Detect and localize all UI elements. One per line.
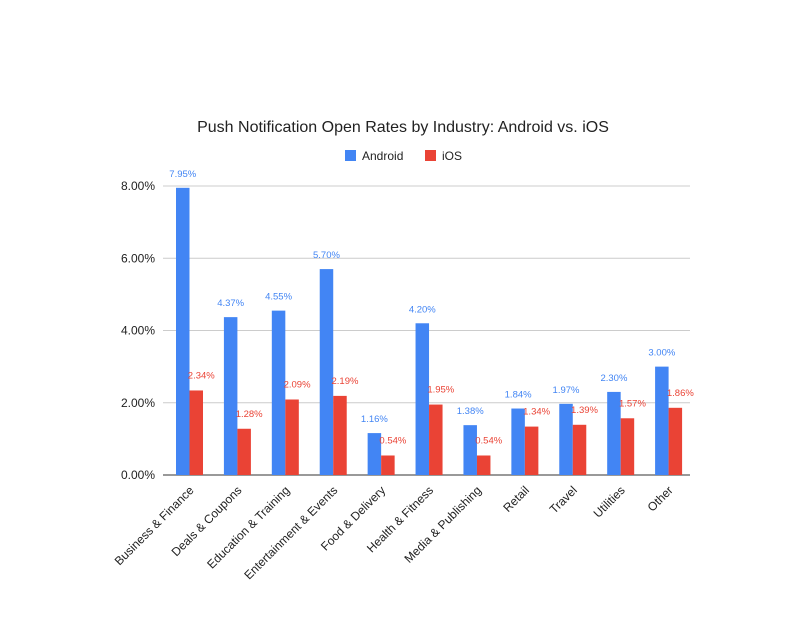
y-tick-label: 4.00% bbox=[121, 324, 155, 338]
x-tick-label: Education & Training bbox=[204, 483, 292, 571]
x-tick-label: Other bbox=[645, 483, 676, 514]
data-label-android-8: 1.97% bbox=[553, 385, 580, 396]
bar-ios-5 bbox=[429, 404, 443, 475]
bars bbox=[176, 187, 683, 475]
bar-ios-0 bbox=[189, 390, 203, 475]
bar-ios-8 bbox=[572, 424, 587, 475]
data-label-android-5: 4.20% bbox=[409, 304, 436, 315]
data-label-ios-7: 1.34% bbox=[523, 407, 550, 418]
chart-title: Push Notification Open Rates by Industry… bbox=[197, 119, 609, 136]
y-tick-label: 8.00% bbox=[121, 179, 155, 193]
bar-ios-3 bbox=[333, 395, 347, 475]
bar-android-8 bbox=[559, 403, 573, 475]
bar-ios-4 bbox=[381, 455, 395, 475]
data-label-android-2: 4.55% bbox=[265, 292, 292, 303]
bar-ios-1 bbox=[237, 428, 251, 475]
bar-android-7 bbox=[511, 408, 525, 475]
bar-android-6 bbox=[463, 425, 477, 475]
data-label-ios-4: 0.54% bbox=[379, 435, 406, 446]
legend-swatch-ios bbox=[425, 150, 436, 161]
data-label-android-7: 1.84% bbox=[505, 390, 532, 401]
bar-android-1 bbox=[223, 317, 238, 475]
data-label-ios-3: 2.19% bbox=[332, 376, 359, 387]
data-label-ios-0: 2.34% bbox=[188, 370, 215, 381]
data-label-ios-9: 1.57% bbox=[619, 398, 646, 409]
bar-android-0 bbox=[176, 187, 190, 475]
data-label-android-10: 3.00% bbox=[648, 348, 675, 359]
x-tick-label: Business & Finance bbox=[112, 483, 197, 568]
x-tick-label: Travel bbox=[547, 483, 580, 516]
legend-label-ios: iOS bbox=[442, 149, 462, 163]
data-label-android-0: 7.95% bbox=[169, 169, 196, 180]
y-tick-label: 0.00% bbox=[121, 468, 155, 482]
bar-ios-7 bbox=[524, 426, 539, 475]
data-label-android-1: 4.37% bbox=[217, 298, 244, 309]
data-label-android-3: 5.70% bbox=[313, 250, 340, 261]
data-label-ios-1: 1.28% bbox=[236, 409, 263, 420]
y-tick-label: 2.00% bbox=[121, 396, 155, 410]
bar-ios-6 bbox=[476, 455, 491, 475]
x-tick-label: Retail bbox=[500, 483, 532, 515]
legend-swatch-android bbox=[345, 150, 356, 161]
bar-android-5 bbox=[415, 323, 430, 475]
bar-android-4 bbox=[367, 433, 382, 475]
legend: Android iOS bbox=[345, 149, 462, 163]
data-label-android-9: 2.30% bbox=[600, 373, 627, 384]
data-label-ios-8: 1.39% bbox=[571, 405, 598, 416]
bar-ios-2 bbox=[285, 399, 299, 475]
data-label-ios-2: 2.09% bbox=[284, 379, 311, 390]
x-tick-label: Utilities bbox=[591, 483, 628, 520]
y-tick-label: 6.00% bbox=[121, 251, 155, 265]
legend-label-android: Android bbox=[362, 149, 403, 163]
bar-ios-10 bbox=[668, 407, 683, 475]
data-label-ios-10: 1.86% bbox=[667, 388, 694, 399]
x-tick-label: Entertainment & Events bbox=[241, 483, 340, 582]
data-label-android-6: 1.38% bbox=[457, 406, 484, 417]
data-labels: 7.95% 2.34% 4.37% 1.28% 4.55% 2.09% 5.70% 2.19%… bbox=[169, 169, 694, 447]
bar-android-10 bbox=[655, 366, 669, 475]
data-label-ios-6: 0.54% bbox=[475, 435, 502, 446]
bar-android-3 bbox=[319, 269, 334, 475]
data-label-android-4: 1.16% bbox=[361, 414, 388, 425]
bar-android-2 bbox=[271, 310, 286, 475]
y-axis: 0.00% 2.00% 4.00% 6.00% 8.00% bbox=[121, 179, 155, 482]
data-label-ios-5: 1.95% bbox=[427, 385, 454, 396]
bar-ios-9 bbox=[620, 418, 635, 475]
bar-android-9 bbox=[607, 391, 621, 475]
